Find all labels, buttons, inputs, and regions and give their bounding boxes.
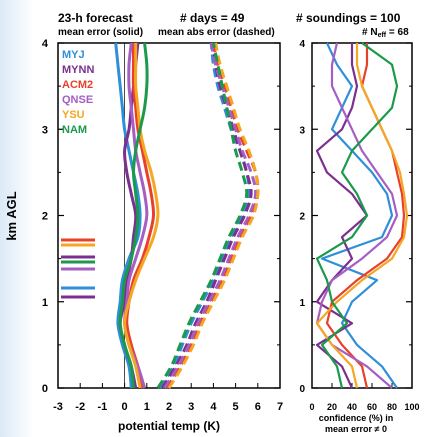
x-tick-label: 3 — [188, 401, 194, 413]
y-tick-label: 3 — [42, 124, 48, 136]
side-x-tick-label: 20 — [327, 402, 337, 412]
x-tick-label: -3 — [53, 401, 63, 413]
side-y-tick-label: 2 — [299, 212, 305, 223]
x-tick-label: -2 — [75, 401, 85, 413]
legend: MYJ MYNN ACM2 QNSE YSU NAM — [62, 49, 94, 136]
side-y-tick-label: 4 — [299, 39, 305, 50]
mean-abs-error-line-nam — [156, 42, 249, 389]
main-lines — [114, 42, 260, 389]
mean-error-line-ysu — [123, 43, 160, 389]
legend-entry-acm2: ACM2 — [62, 79, 93, 91]
mean-error-label: mean error (solid) — [58, 27, 143, 38]
side-lines — [315, 42, 409, 389]
y-tick-label: 1 — [42, 297, 48, 309]
side-y-tick-label: 0 — [299, 384, 305, 395]
side-x-tick-label: 100 — [404, 402, 419, 412]
side-y-tick-label: 1 — [299, 298, 305, 309]
confidence-line-myj — [320, 42, 398, 389]
side-x-tick-label: 80 — [387, 402, 397, 412]
x-tick-label: 1 — [144, 401, 150, 413]
x-tick-label: 6 — [255, 401, 261, 413]
main-panel: -3 -2 -1 0 1 2 3 4 5 6 7 0 1 2 3 4 MYJ MYNN ACM2 QNSE YSU NA… — [4, 38, 283, 433]
side-x-axis-label-2: mean error ≠ 0 — [325, 424, 387, 434]
y-tick-label: 0 — [42, 383, 48, 395]
side-x-axis-label: confidence (%) in — [319, 413, 394, 423]
confidence-line-nam — [315, 42, 399, 389]
x-tick-label: 5 — [233, 401, 239, 413]
mean-error-line-acm2 — [125, 43, 156, 389]
neff-count: # Neff = 68 — [362, 27, 409, 39]
mean-abs-error-line-myj — [158, 42, 251, 389]
forecast-title: 23-h forecast — [58, 11, 133, 25]
x-tick-label: 4 — [210, 401, 217, 413]
confidence-line-ysu — [315, 43, 409, 389]
neff-sub: eff — [378, 32, 387, 39]
mean-abs-error-line-ysu — [167, 42, 260, 389]
side-ticks: 0 20 40 60 80 100 0 1 2 3 4 — [299, 39, 419, 412]
x-tick-label: 0 — [122, 401, 128, 413]
neff-prefix: # N — [362, 27, 378, 38]
main-x-axis-label: potential temp (K) — [118, 419, 220, 433]
soundings-count: # soundings = 100 — [296, 11, 401, 25]
days-count: # days = 49 — [180, 11, 245, 25]
mean-abs-error-label: mean abs error (dashed) — [158, 27, 275, 38]
side-x-tick-label: 0 — [309, 402, 314, 412]
y-tick-label: 2 — [42, 211, 48, 223]
mean-abs-error-line-qnse — [163, 42, 258, 389]
y-tick-label: 4 — [42, 38, 49, 50]
side-y-tick-label: 3 — [299, 125, 305, 136]
main-y-axis-label: km AGL — [4, 191, 19, 240]
neff-suffix: = 68 — [386, 27, 409, 38]
side-x-tick-label: 40 — [347, 402, 357, 412]
x-tick-label: 7 — [277, 401, 283, 413]
mean-error-line-myj — [114, 42, 142, 389]
legend-entry-nam: NAM — [62, 124, 87, 136]
legend-entry-ysu: YSU — [62, 109, 85, 121]
legend-entry-qnse: QNSE — [62, 94, 93, 106]
significance-panel: 0 20 40 60 80 100 0 1 2 3 4 confidence (%) in mean… — [299, 39, 419, 434]
mean-error-line-nam — [118, 42, 149, 389]
mean-abs-error-line-acm2 — [165, 42, 260, 389]
x-tick-label: 2 — [166, 401, 172, 413]
legend-bars — [61, 238, 95, 299]
x-tick-label: -1 — [98, 401, 108, 413]
legend-entry-mynn: MYNN — [62, 64, 94, 76]
main-ticks: -3 -2 -1 0 1 2 3 4 5 6 7 0 1 2 3 4 — [42, 38, 283, 413]
side-x-tick-label: 60 — [367, 402, 377, 412]
legend-entry-myj: MYJ — [62, 49, 85, 61]
